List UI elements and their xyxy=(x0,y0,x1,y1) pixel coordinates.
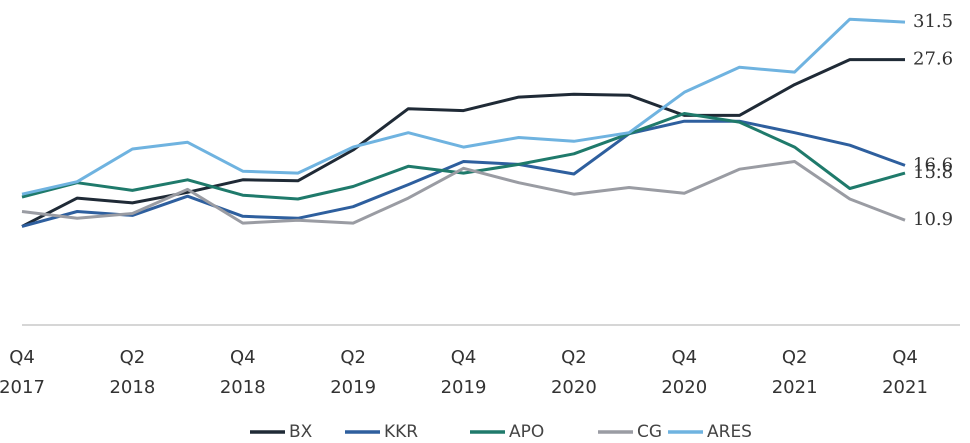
line-series xyxy=(21,160,906,225)
line-series xyxy=(21,58,905,228)
x-tick-label: Q4 2020 xyxy=(661,347,708,398)
end-label: 10.9 xyxy=(913,209,953,230)
line-series xyxy=(21,112,906,201)
legend-label: KKR xyxy=(384,422,418,442)
end-label: 16.6 xyxy=(913,154,953,175)
end-label: 15.8 xyxy=(913,162,953,183)
legend-label: ARES xyxy=(707,422,752,442)
x-tick-label: Q4 2019 xyxy=(440,347,487,398)
legend-label: BX xyxy=(289,422,313,442)
line-series xyxy=(21,119,906,228)
x-tick-label: Q2 2018 xyxy=(109,347,156,398)
x-tick-label: Q2 2020 xyxy=(550,347,597,398)
x-tick-label: Q4 2021 xyxy=(882,347,928,398)
x-tick-label: Q4 2018 xyxy=(219,347,266,398)
end-label: 31.5 xyxy=(913,11,953,32)
end-label: 27.6 xyxy=(913,49,953,70)
x-tick-label: Q2 2019 xyxy=(330,347,377,398)
legend-label: APO xyxy=(509,422,544,442)
legend-label: CG xyxy=(637,422,662,442)
line-series xyxy=(21,17,906,196)
x-tick-label: Q2 2021 xyxy=(771,347,818,398)
x-tick-label: Q4 2017 xyxy=(0,347,45,398)
